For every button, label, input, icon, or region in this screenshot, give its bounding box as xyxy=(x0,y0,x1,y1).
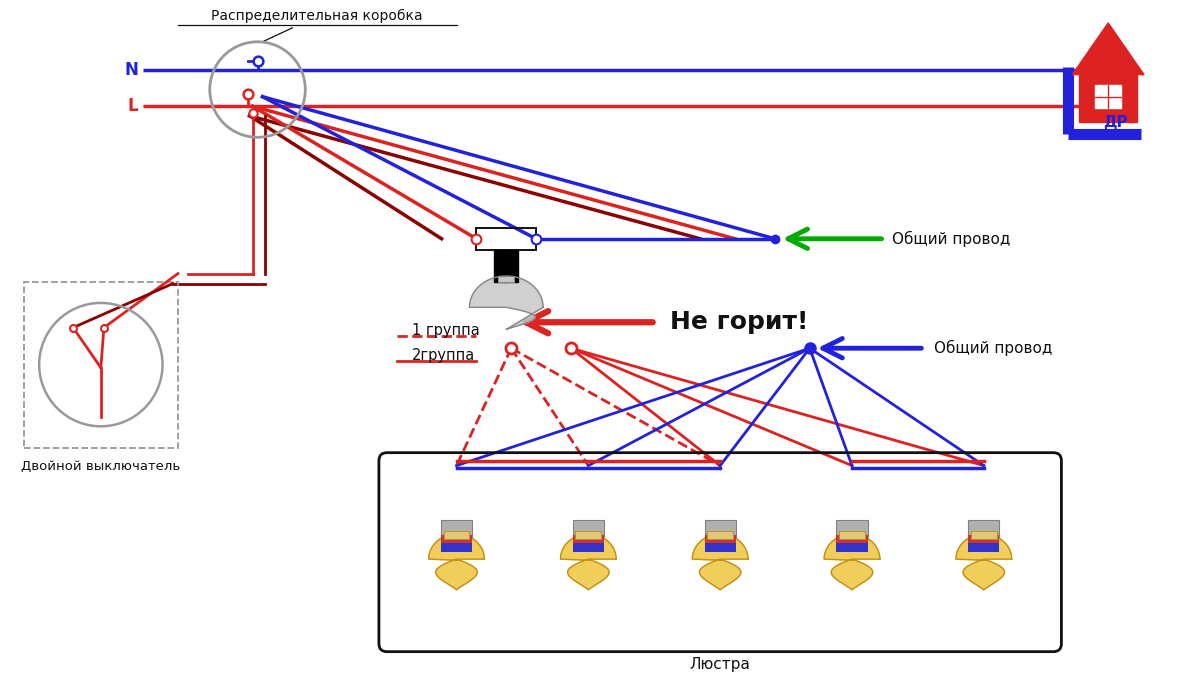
Polygon shape xyxy=(1073,23,1144,75)
Polygon shape xyxy=(824,534,880,590)
Bar xyxy=(836,543,868,552)
Text: 2группа: 2группа xyxy=(412,348,475,362)
Text: Люстра: Люстра xyxy=(690,657,750,672)
Bar xyxy=(576,531,601,539)
Bar xyxy=(440,543,472,552)
Bar xyxy=(839,531,865,539)
Polygon shape xyxy=(469,276,544,329)
Text: L: L xyxy=(127,97,138,115)
Bar xyxy=(1079,75,1138,122)
Bar xyxy=(494,250,518,281)
Text: Общий провод: Общий провод xyxy=(893,231,1010,247)
Bar xyxy=(968,543,1000,552)
Polygon shape xyxy=(560,534,616,590)
Bar xyxy=(498,276,515,281)
Bar xyxy=(968,520,1000,538)
Polygon shape xyxy=(692,534,748,590)
Bar xyxy=(836,520,868,538)
Text: ДР: ДР xyxy=(1103,115,1128,130)
Bar xyxy=(444,531,469,539)
Bar xyxy=(572,520,604,538)
Bar xyxy=(836,535,868,544)
Bar xyxy=(572,535,604,544)
Text: Двойной выключатель: Двойной выключатель xyxy=(22,460,180,472)
Bar xyxy=(707,531,733,539)
Polygon shape xyxy=(428,534,485,590)
Polygon shape xyxy=(956,534,1012,590)
Text: N: N xyxy=(125,61,138,79)
Bar xyxy=(440,520,472,538)
Bar xyxy=(704,543,736,552)
Bar xyxy=(704,520,736,538)
Bar xyxy=(968,535,1000,544)
Bar xyxy=(704,535,736,544)
Bar xyxy=(1096,84,1121,109)
Text: Распределительная коробка: Распределительная коробка xyxy=(211,9,424,23)
Bar xyxy=(440,535,472,544)
Text: Общий провод: Общий провод xyxy=(934,340,1052,356)
Bar xyxy=(24,281,178,448)
Bar xyxy=(476,228,536,250)
Text: 1 группа: 1 группа xyxy=(412,323,480,338)
Text: Не горит!: Не горит! xyxy=(671,310,809,334)
Bar xyxy=(572,543,604,552)
Bar xyxy=(971,531,997,539)
